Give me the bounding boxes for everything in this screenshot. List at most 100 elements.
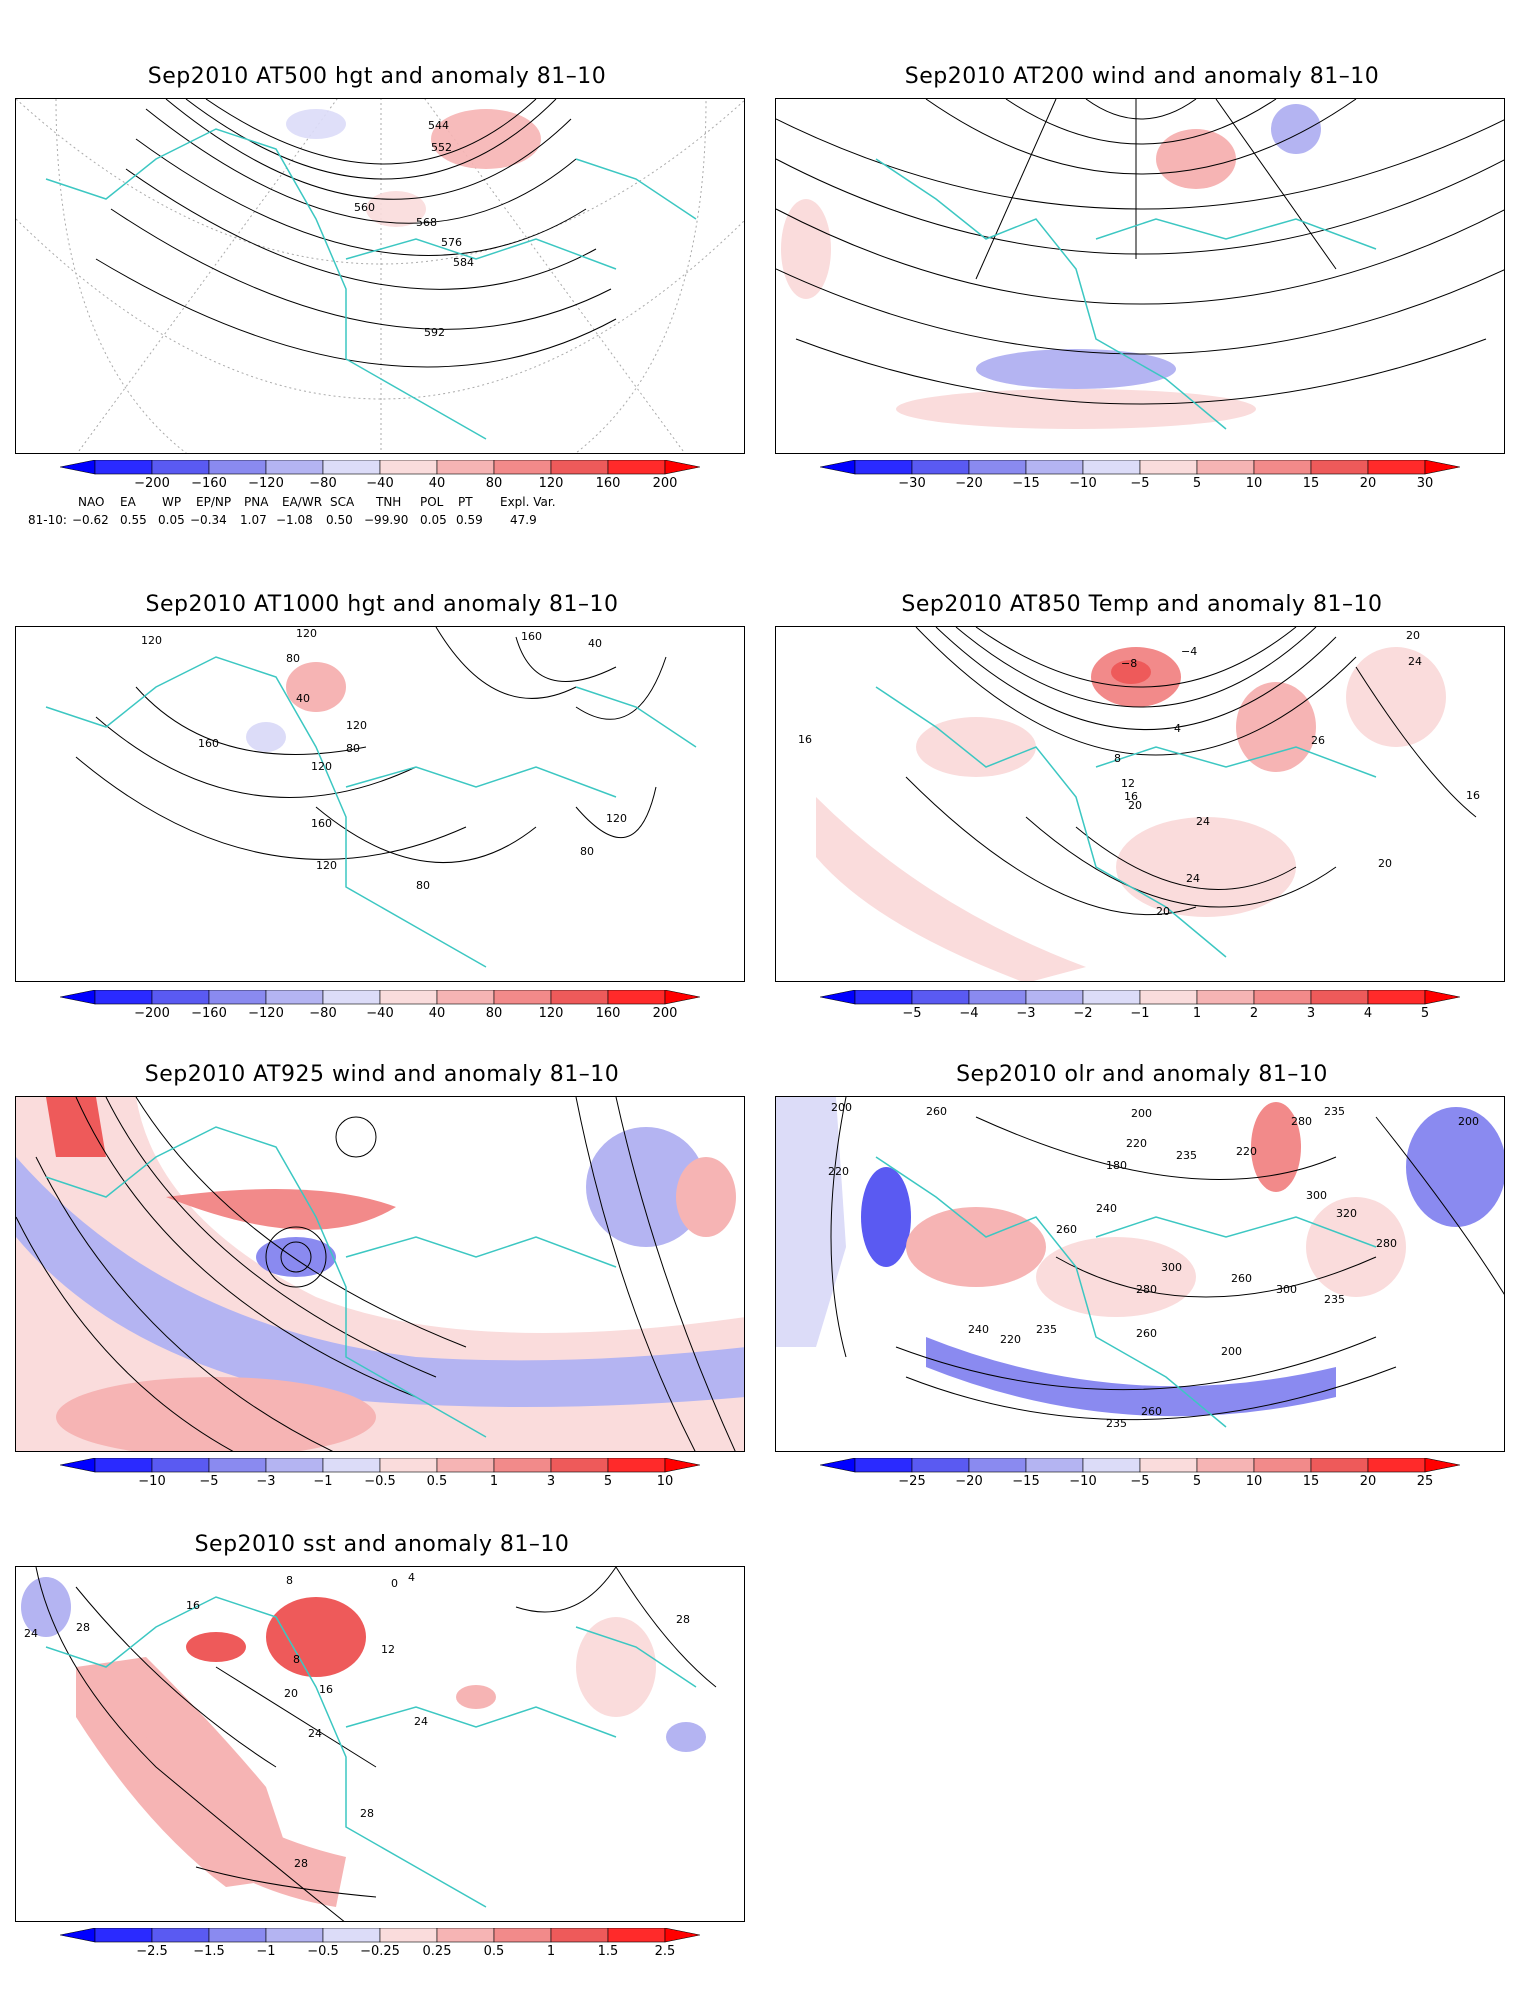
colorbar-swatch — [1367, 989, 1426, 1005]
contour-label: 235 — [1324, 1293, 1345, 1306]
colorbar-tick-label: −0.5 — [364, 1474, 396, 1489]
colorbar-swatch — [265, 1457, 324, 1473]
contour-label: 120 — [346, 719, 367, 732]
contour-label: 576 — [441, 236, 462, 249]
contour-label: 280 — [1291, 1115, 1312, 1128]
colorbar-swatch — [436, 459, 495, 475]
contour-label: 24 — [1408, 655, 1422, 668]
colorbar-at200: −30 −20 −15 −10 −5 5 10 15 20 30 — [819, 459, 1461, 496]
colorbar-swatch — [322, 1927, 381, 1943]
contour-label: 28 — [676, 1613, 690, 1626]
contour-label: 120 — [316, 859, 337, 872]
colorbar-tick-label: −120 — [248, 476, 284, 491]
colorbar-swatch — [151, 1927, 210, 1943]
contour-label: 235 — [1036, 1323, 1057, 1336]
colorbar-swatch — [322, 1457, 381, 1473]
colorbar-swatches — [59, 1927, 701, 1943]
colorbar-arrow-right — [1424, 1457, 1461, 1473]
teleconnection-value: 0.05 — [158, 513, 185, 527]
contour-label: 16 — [1466, 789, 1480, 802]
contour-label: 20 — [1406, 629, 1420, 642]
colorbar-tick-label: −1 — [256, 1944, 276, 1959]
colorbar-arrow-left — [59, 1927, 96, 1943]
colorbar-swatch — [968, 459, 1027, 475]
contour-label: 80 — [286, 652, 300, 665]
map-frame: 544 552 560 568 576 584 592 — [15, 98, 745, 454]
colorbar-swatch — [493, 459, 552, 475]
colorbar-tick-label: −10 — [1069, 1474, 1097, 1489]
panel-sst: Sep2010 sst and anomaly 81–10 24 28 — [12, 1528, 752, 1928]
contour-label: 180 — [1106, 1159, 1127, 1172]
map-frame — [15, 1096, 745, 1452]
colorbar-tick-label: 1 — [1192, 1006, 1202, 1021]
colorbar-tick-label: −15 — [1012, 1474, 1040, 1489]
colorbar-swatch — [265, 1927, 324, 1943]
colorbar-swatches — [819, 459, 1461, 475]
contour-label: 12 — [1121, 777, 1135, 790]
colorbar-swatch — [854, 1457, 913, 1473]
colorbar-swatches — [59, 459, 701, 475]
panel-title: Sep2010 AT850 Temp and anomaly 81–10 — [901, 592, 1383, 617]
colorbar-tick-label: 10 — [656, 1474, 674, 1489]
colorbar-swatch — [1139, 989, 1198, 1005]
colorbar-at1000: −200 −160 −120 −80 −40 40 80 120 160 200 — [59, 989, 701, 1026]
colorbar-tick-label: 1 — [489, 1474, 499, 1489]
colorbar-swatch — [1367, 459, 1426, 475]
colorbar-tick-label: −120 — [248, 1006, 284, 1021]
colorbar-olr: −25 −20 −15 −10 −5 5 10 15 20 25 — [819, 1457, 1461, 1494]
teleconnection-header: EA — [120, 495, 136, 509]
colorbar-arrow-left — [59, 459, 96, 475]
contour-label: 300 — [1276, 1283, 1297, 1296]
panel-at500: Sep2010 AT500 hgt and anomaly 81–10 544 — [12, 60, 745, 460]
colorbar-swatch — [1253, 1457, 1312, 1473]
colorbar-swatch — [151, 1457, 210, 1473]
colorbar-tick-label: 0.5 — [483, 1944, 505, 1959]
colorbar-tick-label: 40 — [428, 1006, 446, 1021]
temp-contours — [905, 627, 1477, 916]
colorbar-tick-label: 20 — [1359, 476, 1377, 491]
contour-label: 20 — [1378, 857, 1392, 870]
colorbar-tick-label: 5 — [1192, 1474, 1202, 1489]
contour-label: 12 — [381, 1643, 395, 1656]
colorbar-tick-label: 20 — [1359, 1474, 1377, 1489]
contour-label: 220 — [1000, 1333, 1021, 1346]
colorbar-tick-label: 200 — [652, 1006, 678, 1021]
map-olr: 260 200 220 180 200 235 220 280 235 200 … — [776, 1097, 1504, 1430]
contour-label: 280 — [1136, 1283, 1157, 1296]
panel-title: Sep2010 AT1000 hgt and anomaly 81–10 — [145, 592, 619, 617]
panel-at1000: Sep2010 AT1000 hgt and anomaly 81–10 120… — [12, 588, 752, 988]
teleconnection-header: PT — [458, 495, 473, 509]
colorbar-swatch — [911, 989, 970, 1005]
colorbar-tick-label: −25 — [898, 1474, 926, 1489]
colorbar-tick-label: 80 — [485, 476, 503, 491]
contour-label: 120 — [311, 760, 332, 773]
contour-label: 40 — [296, 692, 310, 705]
contour-label: 200 — [1131, 1107, 1152, 1120]
contour-label: 260 — [1056, 1223, 1077, 1236]
colorbar-swatch — [94, 1927, 153, 1943]
teleconnection-header: POL — [420, 495, 444, 509]
colorbar-swatch — [493, 989, 552, 1005]
colorbar-tick-label: 15 — [1302, 476, 1320, 491]
colorbar-swatch — [607, 1457, 666, 1473]
colorbar-tick-label: 25 — [1416, 1474, 1434, 1489]
contour-label: 260 — [1141, 1405, 1162, 1418]
colorbar-swatch — [1367, 1457, 1426, 1473]
colorbar-tick-label: 80 — [485, 1006, 503, 1021]
sst-contours — [35, 1567, 717, 1921]
panel-at200: Sep2010 AT200 wind and anomaly 81–10 — [772, 60, 1512, 460]
teleconnection-value: 0.59 — [456, 513, 483, 527]
anomaly-fill — [781, 104, 1321, 429]
colorbar-tick-label: 30 — [1416, 476, 1434, 491]
contour-label: 120 — [141, 634, 162, 647]
colorbar-arrow-right — [664, 989, 701, 1005]
map-frame: 24 28 16 8 4 0 8 12 16 20 24 24 28 28 28 — [15, 1566, 745, 1922]
colorbar-tick-label: 160 — [595, 476, 621, 491]
contour-label: 544 — [428, 119, 449, 132]
contour-label: 40 — [588, 637, 602, 650]
contour-label: 80 — [580, 845, 594, 858]
anomaly-fill — [21, 1577, 706, 1907]
colorbar-swatch — [1310, 1457, 1369, 1473]
colorbar-swatches — [819, 1457, 1461, 1473]
colorbar-swatch — [493, 1457, 552, 1473]
